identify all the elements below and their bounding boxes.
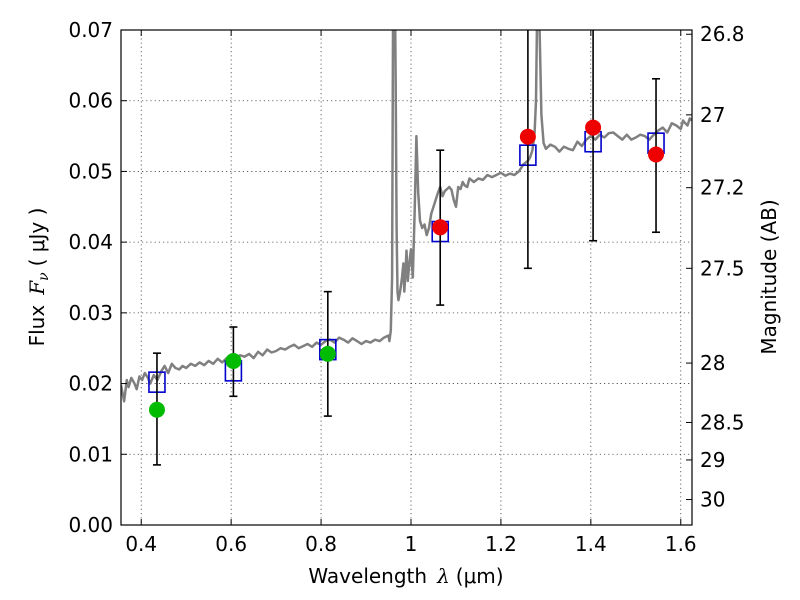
grid [121, 29, 692, 526]
photometry-point [432, 219, 449, 236]
photometry-point [585, 119, 602, 136]
photometry-point [319, 345, 336, 362]
spectrum-line [121, 30, 692, 403]
y-axis-label: FluxFν( μJy ) [25, 208, 52, 347]
mag-tick-label: 27.2 [700, 176, 745, 200]
photometry-layer [148, 30, 665, 466]
y-tick-label: 0.05 [68, 159, 113, 183]
photometry-point [648, 146, 665, 163]
x-tick-label: 1.2 [485, 532, 517, 556]
photometry-point [519, 128, 536, 145]
mag-tick-label: 27 [700, 103, 725, 127]
y-tick-label: 0.01 [68, 442, 113, 466]
mag-tick-label: 27.5 [700, 256, 745, 280]
y-tick-label: 0.00 [68, 513, 113, 537]
mag-tick-label: 26.8 [700, 22, 745, 46]
x-axis-label: Wavelength λ (μm) [308, 564, 503, 588]
x-tick-label: 0.6 [215, 532, 247, 556]
photometry-point [148, 401, 165, 418]
spectrum-layer [121, 30, 692, 403]
x-tick-label: 1.4 [575, 532, 607, 556]
photometry-point [225, 352, 242, 369]
mag-tick-label: 30 [700, 488, 725, 512]
x-tick-label: 1.6 [665, 532, 697, 556]
y-tick-label: 0.06 [68, 89, 113, 113]
y-tick-label: 0.07 [68, 18, 113, 42]
y-tick-label: 0.03 [68, 301, 113, 325]
plot-frame [120, 29, 693, 526]
y-tick-label: 0.04 [68, 230, 113, 254]
y-tick-label: 0.02 [68, 372, 113, 396]
mag-tick-label: 28.5 [700, 410, 745, 434]
x-tick-label: 1 [405, 532, 418, 556]
x-tick-label: 0.4 [125, 532, 157, 556]
mag-tick-label: 28 [700, 351, 725, 375]
mag-tick-label: 29 [700, 448, 725, 472]
axis-ticks: 0.4 0.6 0.8 1 1.2 1.4 1.6 0.00 0.01 0.02 0.03 0.04 0… [68, 18, 744, 556]
x-tick-label: 0.8 [305, 532, 337, 556]
right-axis-label: Magnitude (AB) [757, 199, 781, 354]
